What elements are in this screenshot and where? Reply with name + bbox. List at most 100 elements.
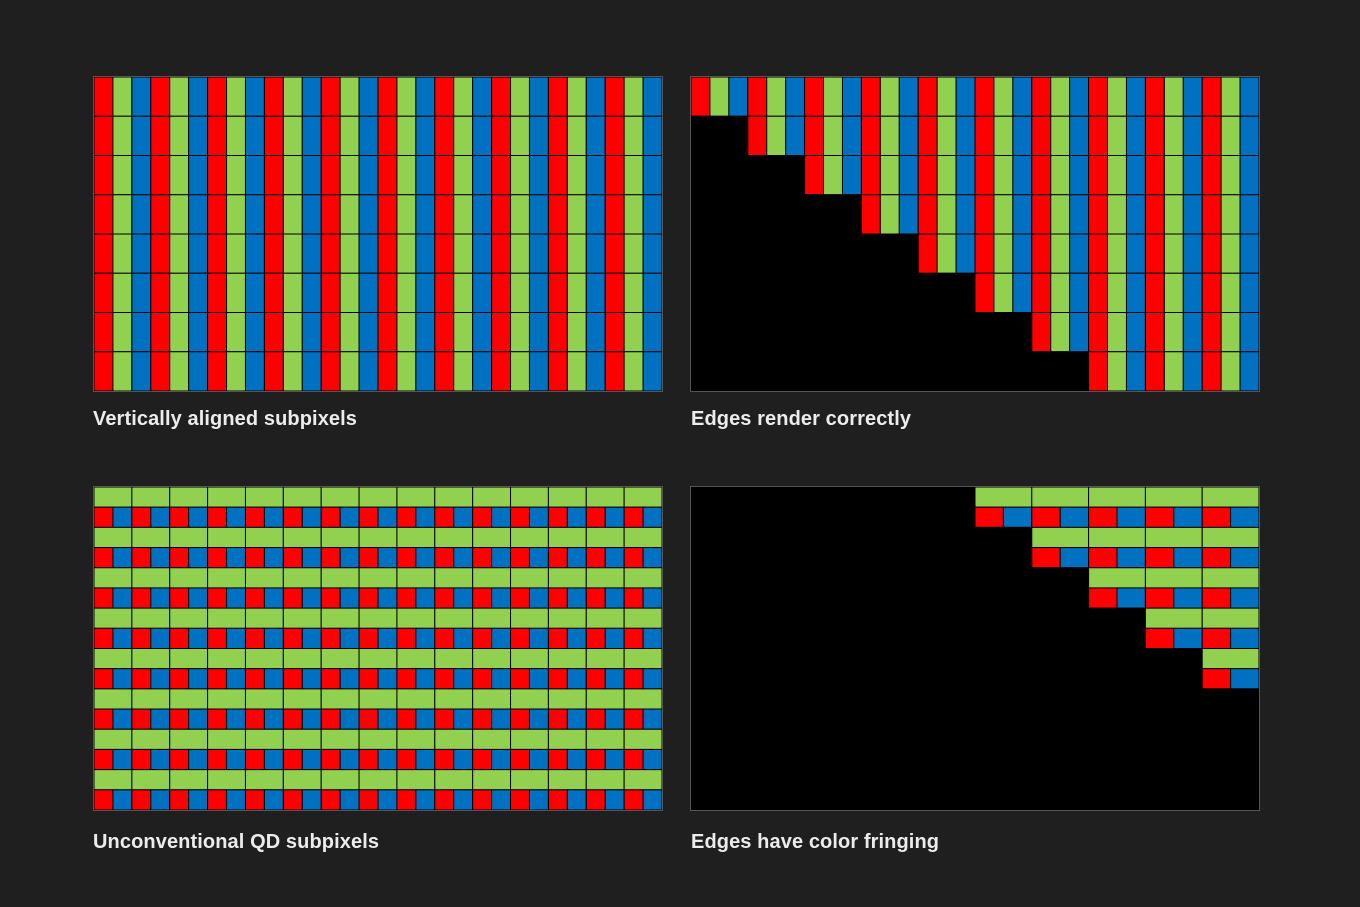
blue-subpixel (528, 748, 549, 771)
red-subpixel (604, 155, 625, 196)
red-subpixel (472, 547, 493, 569)
blue-subpixel (1002, 506, 1033, 528)
red-subpixel (472, 789, 493, 810)
blue-subpixel (642, 506, 662, 528)
green-subpixel (244, 728, 284, 750)
blue-subpixel (415, 312, 436, 353)
red-subpixel (804, 155, 825, 196)
red-subpixel (320, 194, 341, 235)
off-subpixel (747, 155, 768, 196)
blue-subpixel (112, 668, 133, 690)
green-subpixel (547, 728, 587, 750)
green-subpixel (936, 77, 957, 117)
blue-subpixel (841, 155, 862, 196)
red-subpixel (320, 77, 341, 117)
blue-subpixel (301, 351, 322, 391)
green-subpixel (358, 526, 398, 549)
off-subpixel (691, 194, 711, 235)
green-subpixel (547, 769, 587, 791)
blue-subpixel (1125, 312, 1146, 353)
blue-subpixel (1239, 351, 1259, 391)
off-pixel (860, 648, 919, 690)
off-pixel (1088, 769, 1146, 810)
blue-subpixel (377, 789, 398, 810)
red-subpixel (1201, 155, 1222, 196)
red-subpixel (358, 708, 379, 730)
off-subpixel (974, 312, 995, 353)
blue-subpixel (604, 708, 625, 730)
red-subpixel (396, 547, 417, 569)
off-subpixel (709, 312, 730, 353)
green-subpixel (207, 607, 246, 629)
green-subpixel (358, 567, 398, 589)
green-subpixel (585, 567, 625, 589)
blue-subpixel (415, 506, 436, 528)
off-subpixel (709, 233, 730, 274)
green-subpixel (623, 115, 644, 156)
off-pixel (804, 607, 862, 649)
green-subpixel (244, 688, 284, 710)
off-pixel (917, 648, 976, 690)
green-subpixel (434, 567, 474, 589)
blue-subpixel (472, 351, 493, 391)
red-subpixel (169, 708, 190, 730)
green-subpixel (94, 648, 133, 670)
blue-subpixel (1125, 233, 1146, 274)
blue-subpixel (528, 272, 549, 313)
green-subpixel (169, 688, 209, 710)
off-subpixel (898, 233, 919, 274)
red-subpixel (377, 351, 398, 391)
blue-subpixel (131, 233, 152, 274)
red-subpixel (169, 587, 190, 609)
red-subpixel (244, 708, 265, 730)
green-subpixel (396, 312, 417, 353)
green-subpixel (510, 272, 530, 313)
blue-subpixel (642, 233, 662, 274)
green-subpixel (453, 115, 474, 156)
green-subpixel (1088, 526, 1146, 549)
green-subpixel (1220, 272, 1241, 313)
red-subpixel (320, 115, 341, 156)
green-subpixel (993, 194, 1014, 235)
blue-subpixel (301, 272, 322, 313)
off-pixel (747, 728, 806, 771)
red-subpixel (94, 115, 114, 156)
off-subpixel (936, 312, 957, 353)
blue-subpixel (1230, 627, 1259, 649)
off-subpixel (747, 351, 768, 391)
green-subpixel (993, 233, 1014, 274)
green-subpixel (169, 769, 209, 791)
blue-subpixel (566, 748, 587, 771)
green-subpixel (472, 487, 512, 508)
green-subpixel (879, 194, 900, 235)
blue-subpixel (898, 155, 919, 196)
red-subpixel (1144, 547, 1175, 569)
green-subpixel (453, 77, 474, 117)
off-subpixel (804, 194, 825, 235)
red-subpixel (94, 587, 114, 609)
green-subpixel (566, 351, 587, 391)
off-pixel (1144, 728, 1203, 771)
off-subpixel (1050, 351, 1071, 391)
blue-subpixel (472, 194, 493, 235)
off-subpixel (785, 312, 806, 353)
green-subpixel (585, 688, 625, 710)
blue-subpixel (1182, 351, 1203, 391)
blue-subpixel (955, 115, 976, 156)
blue-subpixel (188, 312, 209, 353)
blue-subpixel (1173, 587, 1203, 609)
green-subpixel (1050, 115, 1071, 156)
green-subpixel (226, 77, 246, 117)
off-subpixel (804, 272, 825, 313)
green-subpixel (169, 272, 190, 313)
blue-subpixel (1173, 627, 1203, 649)
green-subpixel (623, 155, 644, 196)
off-subpixel (993, 312, 1014, 353)
red-subpixel (434, 233, 455, 274)
red-subpixel (244, 748, 265, 771)
red-subpixel (150, 115, 171, 156)
blue-subpixel (301, 312, 322, 353)
red-subpixel (150, 312, 171, 353)
blue-subpixel (1239, 194, 1259, 235)
green-subpixel (1107, 77, 1127, 117)
